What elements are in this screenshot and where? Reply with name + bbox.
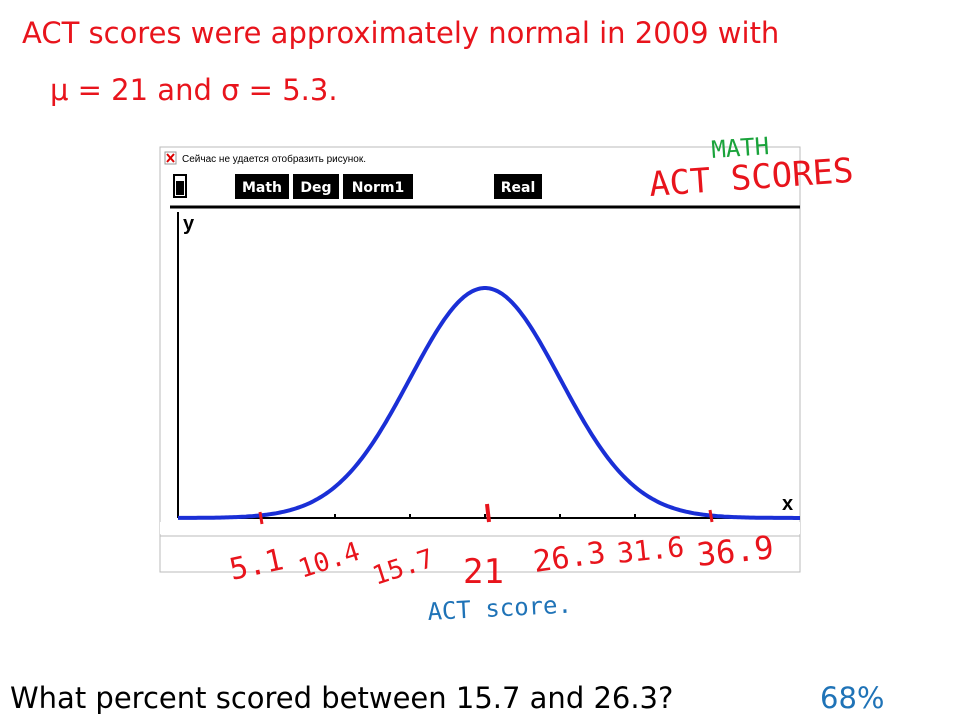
tick-note bbox=[485, 503, 491, 523]
subject-note: MATH bbox=[710, 132, 770, 164]
status-button bbox=[235, 174, 289, 199]
strip bbox=[160, 522, 800, 534]
y-axis-label: y bbox=[183, 213, 195, 235]
normal-curve bbox=[178, 286, 800, 520]
parameters: μ = 21 and σ = 5.3. bbox=[50, 73, 338, 107]
calculator-screenshot: Сейчас не удается отобразить рисунок. Ma… bbox=[159, 146, 801, 573]
status-text: Real bbox=[501, 180, 536, 196]
status-text: Deg bbox=[300, 180, 331, 196]
status-button bbox=[494, 174, 542, 199]
status-text: Norm1 bbox=[352, 180, 405, 196]
x-label-note: 21 bbox=[463, 552, 504, 592]
x-axis-title-note: ACT score. bbox=[427, 590, 573, 626]
tick-note bbox=[258, 511, 264, 525]
x-label-note: 31.6 bbox=[615, 530, 686, 570]
battery-icon bbox=[176, 181, 184, 195]
answer: 68% bbox=[820, 681, 884, 715]
screenshot-frame bbox=[159, 146, 801, 573]
x-axis-label: x bbox=[782, 493, 793, 515]
broken-image-text: Сейчас не удается отобразить рисунок. bbox=[182, 153, 366, 165]
tick-note bbox=[708, 509, 714, 523]
question: What percent scored between 15.7 and 26.… bbox=[10, 681, 673, 715]
status-button bbox=[293, 174, 339, 199]
status-text: Math bbox=[242, 180, 282, 196]
status-bar: Math Deg Norm1 Real bbox=[235, 174, 542, 199]
broken-image-icon bbox=[166, 153, 175, 163]
x-label-note: 36.9 bbox=[695, 528, 776, 574]
status-button bbox=[343, 174, 413, 199]
title: ACT scores were approximately normal in … bbox=[22, 16, 779, 50]
